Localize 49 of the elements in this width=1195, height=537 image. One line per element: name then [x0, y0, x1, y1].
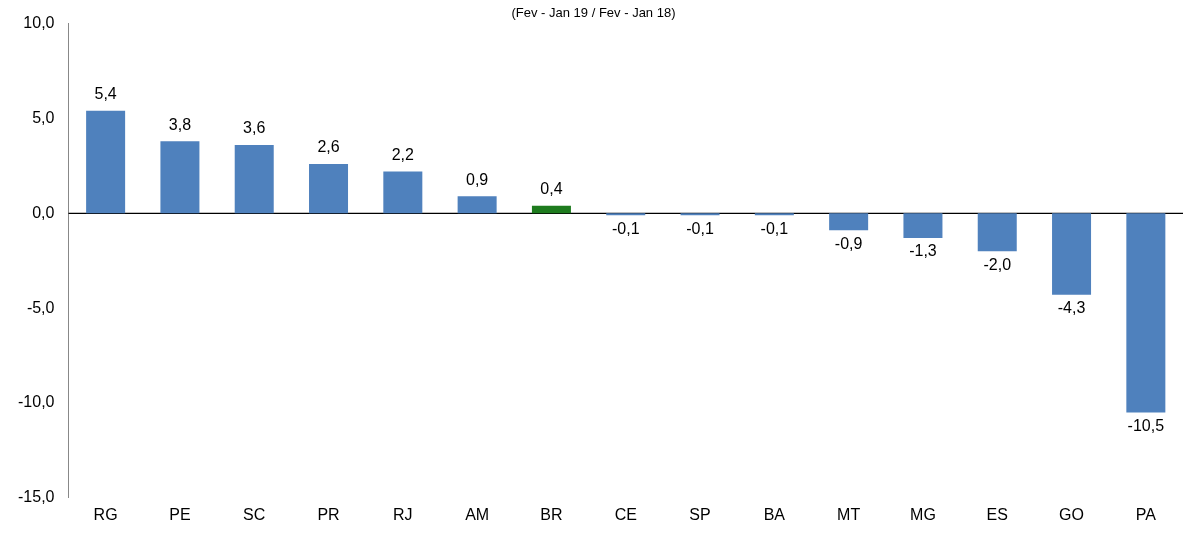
data-label: -0,1: [686, 219, 714, 237]
y-tick-label: -10,0: [18, 393, 55, 411]
data-label: 5,4: [94, 85, 117, 103]
x-tick-label: ES: [986, 505, 1008, 523]
data-label: -1,3: [909, 242, 937, 260]
data-label: 0,9: [466, 170, 489, 188]
bar: [903, 213, 943, 238]
x-tick-label: AM: [465, 505, 490, 523]
x-tick-label: PA: [1135, 505, 1157, 523]
x-tick-label: PE: [169, 505, 191, 523]
bar: [829, 213, 869, 231]
data-label: -2,0: [983, 255, 1012, 273]
bar: [457, 196, 497, 214]
x-tick-label: SP: [689, 505, 711, 523]
x-tick-label: SC: [243, 505, 266, 523]
x-tick-label: GO: [1059, 505, 1084, 523]
data-label: -0,1: [611, 219, 640, 237]
bar: [531, 205, 571, 214]
bar: [383, 171, 423, 214]
x-tick-label: PR: [317, 505, 340, 523]
y-tick-label: 5,0: [32, 108, 55, 126]
bar: [160, 141, 200, 214]
x-tick-label: RJ: [393, 505, 413, 523]
data-label: -4,3: [1057, 299, 1086, 317]
data-label: 3,6: [243, 119, 266, 137]
bar: [1126, 213, 1166, 413]
x-tick-label: CE: [614, 505, 637, 523]
bar: [309, 163, 349, 214]
bar: [86, 110, 126, 214]
y-tick-label: -5,0: [26, 298, 55, 316]
data-label: 2,2: [391, 145, 415, 163]
y-tick-label: 0,0: [32, 203, 55, 221]
x-tick-label: BA: [763, 505, 786, 523]
y-tick-label: 10,0: [23, 14, 55, 32]
data-label: 2,6: [317, 138, 340, 156]
data-label: -10,5: [1127, 416, 1165, 434]
data-label: 3,8: [168, 115, 192, 133]
bar: [1052, 213, 1092, 295]
bar: [977, 213, 1017, 252]
bar: [234, 145, 274, 214]
x-tick-label: MG: [910, 505, 936, 523]
x-tick-label: RG: [93, 505, 118, 523]
y-tick-label: -15,0: [18, 488, 55, 506]
data-label: -0,9: [834, 234, 863, 252]
chart-title: (Fev - Jan 19 / Fev - Jan 18): [511, 5, 676, 21]
data-label: 0,4: [540, 180, 563, 198]
x-tick-label: MT: [837, 505, 861, 523]
data-label: -0,1: [760, 219, 789, 237]
x-tick-label: BR: [540, 505, 563, 523]
